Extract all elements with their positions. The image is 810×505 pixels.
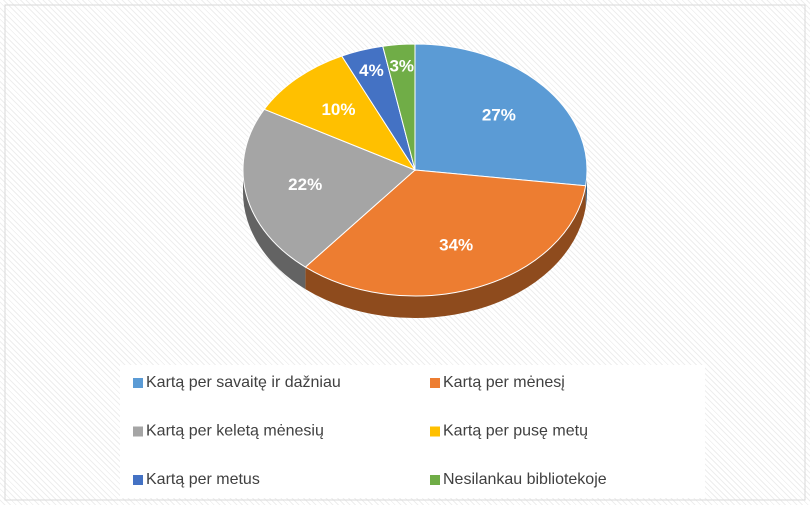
pie-slice (242, 108, 416, 268)
legend-swatch (430, 475, 440, 485)
pie-side (243, 170, 306, 290)
legend-swatch (133, 426, 143, 437)
legend-label: Kartą per mėnesį (443, 374, 565, 391)
legend-label: Kartą per pusę metų (443, 423, 588, 440)
pie-slice (414, 43, 588, 187)
legend-box (120, 365, 705, 498)
legend-label: Kartą per keletą mėnesių (146, 423, 324, 440)
legend-swatch (133, 378, 143, 388)
data-label: 3% (389, 57, 414, 76)
data-label: 27% (482, 105, 516, 124)
data-label: 10% (321, 100, 355, 119)
pie-slice (382, 43, 416, 171)
legend-swatch (430, 378, 440, 388)
pie-side (305, 185, 586, 318)
legend-label: Kartą per metus (146, 471, 260, 488)
pie-slice (263, 55, 417, 172)
legend-label: Nesilankau bibliotekoje (443, 471, 607, 488)
data-label: 22% (288, 175, 322, 194)
data-label: 34% (439, 236, 473, 255)
pie-slice (304, 169, 587, 297)
legend-label: Kartą per savaitę ir dažniau (146, 374, 341, 391)
data-label: 4% (359, 61, 384, 80)
legend-swatch (133, 475, 143, 485)
legend-swatch (430, 426, 440, 437)
frame (4, 4, 806, 501)
